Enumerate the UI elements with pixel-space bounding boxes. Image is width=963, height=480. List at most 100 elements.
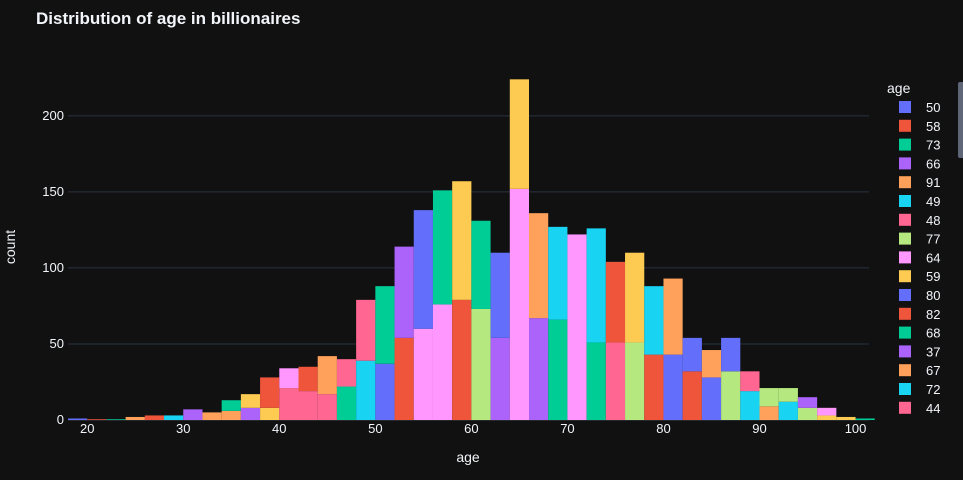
x-axis-title: age (456, 449, 480, 465)
legend-item[interactable]: 82 (899, 307, 940, 322)
legend-label: 48 (926, 213, 940, 228)
histogram-bar (260, 377, 280, 408)
legend-title: age (887, 80, 911, 96)
legend-swatch (899, 213, 911, 226)
histogram-bar (663, 278, 683, 355)
legend-item[interactable]: 68 (899, 326, 940, 341)
histogram-bar (567, 234, 587, 420)
histogram-bar (471, 220, 491, 309)
legend-label: 44 (926, 401, 940, 416)
legend-swatch (899, 270, 911, 283)
bars-group (68, 79, 875, 420)
legend-item[interactable]: 72 (899, 382, 940, 397)
legend-swatch (899, 401, 911, 414)
legend-swatch (899, 176, 911, 189)
histogram-bar (721, 337, 741, 372)
legend-swatch (899, 289, 911, 301)
legend-swatch (899, 195, 911, 207)
histogram-bar (644, 354, 664, 420)
legend-item[interactable]: 64 (899, 250, 940, 265)
x-tick-label: 30 (176, 421, 190, 436)
y-axis-ticks: 0 50 100 150 200 (42, 108, 64, 427)
histogram-bar (778, 401, 798, 420)
legend-item[interactable]: 58 (899, 119, 940, 134)
histogram-bar (509, 79, 530, 189)
histogram-bar (202, 412, 222, 420)
x-tick-label: 20 (80, 421, 94, 436)
legend-label: 67 (926, 363, 940, 378)
chart-title: Distribution of age in billionaires (36, 9, 300, 28)
histogram-bar (413, 328, 433, 420)
legend-label: 58 (926, 119, 940, 134)
x-tick-label: 100 (845, 421, 867, 436)
histogram-bar (529, 318, 549, 420)
legend-label: 77 (926, 232, 940, 247)
histogram-bar (452, 299, 472, 420)
histogram-bar (586, 228, 606, 343)
legend-item[interactable]: 59 (899, 269, 940, 284)
legend-item[interactable]: 73 (899, 138, 940, 153)
x-axis-ticks: 20 30 40 50 60 70 80 90 100 (80, 421, 866, 436)
histogram-bar (394, 337, 414, 420)
histogram-bar (529, 213, 549, 319)
legend-item[interactable]: 37 (899, 344, 940, 359)
histogram-bar (260, 407, 280, 420)
legend-label: 49 (926, 194, 940, 209)
y-tick-label: 50 (50, 336, 64, 351)
histogram-bar (625, 342, 645, 420)
histogram-bar (471, 308, 491, 420)
histogram-bar (682, 337, 702, 372)
histogram-bar (240, 394, 261, 408)
legend-item[interactable]: 67 (899, 363, 940, 378)
histogram-bar (855, 418, 875, 420)
histogram-bar (144, 415, 165, 420)
histogram-bar (87, 419, 107, 420)
legend-label: 59 (926, 269, 940, 284)
legend-item[interactable]: 48 (899, 213, 940, 228)
histogram-bar (586, 342, 606, 420)
legend-scrollbar[interactable] (958, 82, 963, 158)
histogram-bar (778, 388, 798, 402)
x-tick-label: 90 (752, 421, 766, 436)
legend-item[interactable]: 77 (899, 232, 940, 247)
histogram-bar (740, 371, 760, 392)
legend-item[interactable]: 91 (899, 175, 940, 190)
legend-item[interactable]: 80 (899, 288, 940, 303)
histogram-bar (375, 363, 395, 420)
histogram-bar (605, 261, 626, 343)
histogram-bar (701, 377, 722, 420)
histogram-bar (183, 409, 203, 420)
histogram-bar (740, 391, 760, 420)
histogram-bar (394, 246, 414, 338)
histogram-bar (836, 416, 856, 420)
legend-swatch (899, 119, 911, 132)
legend-swatch (899, 251, 911, 264)
legend-label: 80 (926, 288, 940, 303)
histogram-bar (605, 342, 626, 420)
histogram-bar (221, 400, 241, 411)
histogram-bar (240, 407, 261, 420)
histogram-bar (375, 286, 395, 364)
histogram-bar (625, 252, 645, 343)
histogram-bar (682, 371, 702, 420)
histogram-bar (221, 410, 241, 420)
histogram-bar (509, 188, 530, 420)
legend-item[interactable]: 50 (899, 100, 940, 115)
histogram-bar (356, 299, 376, 361)
legend-swatch (899, 232, 911, 245)
y-axis-title: count (2, 230, 18, 264)
legend-swatch (899, 101, 911, 113)
legend-item[interactable]: 66 (899, 156, 940, 171)
histogram-bar (106, 419, 126, 420)
histogram-bar (336, 386, 357, 420)
x-tick-label: 60 (464, 421, 478, 436)
y-tick-label: 150 (42, 184, 64, 199)
legend-item[interactable]: 49 (899, 194, 940, 209)
histogram-bar (413, 210, 433, 329)
histogram-bar (548, 319, 568, 420)
histogram-bar (721, 371, 741, 420)
histogram-bar (317, 394, 337, 420)
legend-item[interactable]: 44 (899, 401, 940, 416)
legend-label: 37 (926, 344, 940, 359)
histogram-bar (298, 366, 318, 392)
